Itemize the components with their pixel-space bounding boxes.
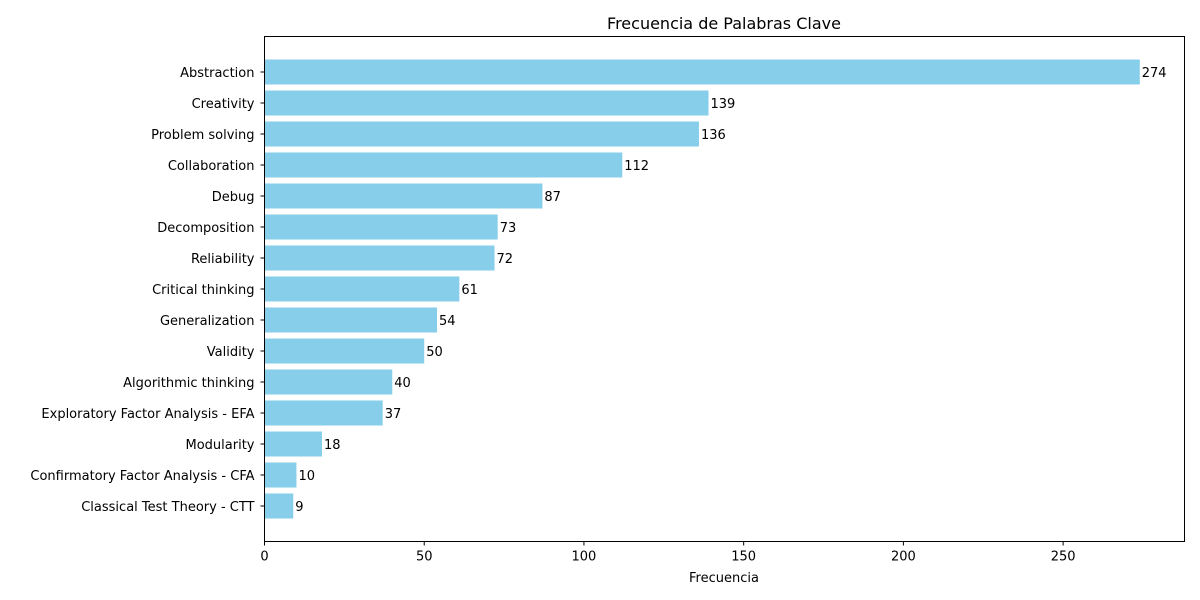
bar — [264, 245, 495, 271]
data-label: 37 — [385, 407, 402, 422]
bar — [264, 90, 709, 116]
bars-group — [264, 59, 1140, 519]
y-tick-label: Confirmatory Factor Analysis - CFA — [30, 469, 254, 484]
x-axis-label: Frecuencia — [689, 571, 759, 586]
data-label: 139 — [711, 97, 736, 112]
bar — [264, 493, 294, 519]
x-tick-label: 200 — [891, 550, 916, 565]
bar — [264, 214, 498, 240]
bar — [264, 307, 437, 333]
plot-frame — [264, 36, 1185, 542]
x-tick-label: 150 — [731, 550, 756, 565]
data-label: 73 — [500, 221, 517, 236]
y-tick-label: Classical Test Theory - CTT — [81, 500, 254, 515]
data-label: 18 — [324, 438, 341, 453]
y-tick-label: Decomposition — [157, 221, 254, 236]
y-tick-label: Validity — [207, 345, 255, 360]
data-label: 40 — [394, 376, 411, 391]
bar — [264, 431, 322, 457]
bar — [264, 59, 1140, 85]
x-tick-label: 50 — [416, 550, 433, 565]
x-tick-label: 250 — [1051, 550, 1076, 565]
y-tick-label: Debug — [212, 190, 255, 205]
y-tick-label: Creativity — [192, 97, 255, 112]
data-label: 10 — [298, 469, 315, 484]
x-tick-label: 100 — [572, 550, 597, 565]
y-tick-label: Algorithmic thinking — [123, 376, 254, 391]
y-tick-label: Collaboration — [168, 159, 255, 174]
y-tick-labels: Abstraction Creativity Problem solving Coll… — [30, 66, 265, 515]
data-label: 61 — [461, 283, 478, 298]
bar — [264, 400, 383, 426]
data-label: 136 — [701, 128, 726, 143]
data-label: 50 — [426, 345, 443, 360]
data-label: 112 — [624, 159, 649, 174]
bar — [264, 183, 543, 209]
y-tick-label: Critical thinking — [152, 283, 254, 298]
y-tick-label: Generalization — [160, 314, 255, 329]
y-tick-label: Abstraction — [180, 66, 254, 81]
data-label: 72 — [497, 252, 514, 267]
y-tick-label: Exploratory Factor Analysis - EFA — [41, 407, 254, 422]
y-tick-label: Problem solving — [151, 128, 254, 143]
y-tick-label: Modularity — [186, 438, 255, 453]
data-labels: 274 139 136 112 87 73 72 61 54 50 40 37 18 10 9 — [295, 66, 1166, 515]
data-label: 87 — [544, 190, 561, 205]
bar — [264, 276, 460, 302]
bar — [264, 152, 623, 178]
bar — [264, 121, 699, 147]
x-ticks: 0 50 100 150 200 250 — [260, 541, 1076, 565]
data-label: 54 — [439, 314, 456, 329]
bar — [264, 369, 393, 395]
bar — [264, 338, 425, 364]
chart-title: Frecuencia de Palabras Clave — [607, 14, 841, 33]
y-tick-label: Reliability — [191, 252, 255, 267]
x-tick-label: 0 — [260, 550, 268, 565]
data-label: 274 — [1142, 66, 1167, 81]
bar — [264, 462, 297, 488]
data-label: 9 — [295, 500, 303, 515]
